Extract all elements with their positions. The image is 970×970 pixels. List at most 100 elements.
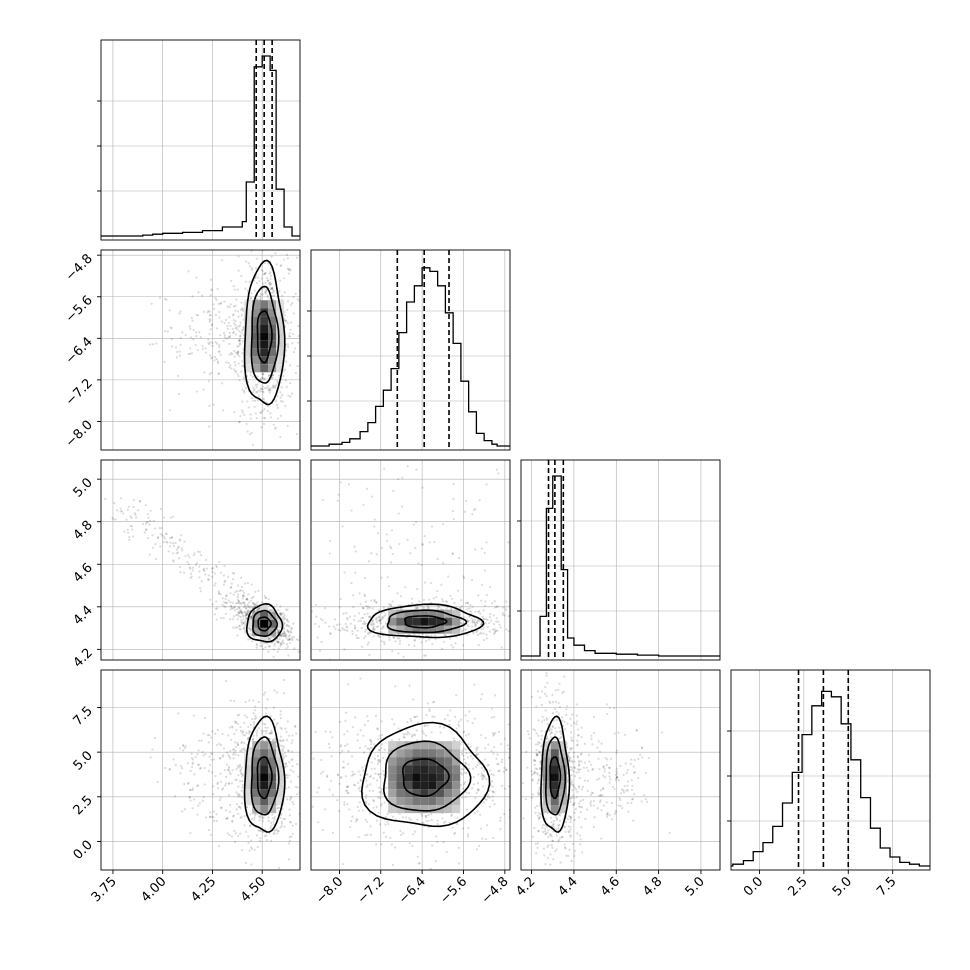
sample-point [272,385,275,388]
sample-point [234,304,237,307]
sample-point [193,798,196,801]
sample-point [237,375,240,378]
sample-point [289,630,292,633]
sample-point [375,819,379,822]
sample-point [466,833,469,836]
sample-point [490,780,494,783]
sample-point [379,797,382,800]
sample-point [209,319,212,322]
density-cell [268,765,277,774]
sample-point [275,603,278,606]
sample-point [421,730,424,733]
sample-point [329,779,332,783]
sample-point [223,580,226,583]
sample-point [283,277,286,280]
sample-point [231,572,234,575]
sample-point [477,752,480,756]
sample-point [435,595,438,599]
sample-point [320,758,323,762]
sample-point [370,761,373,764]
sample-point [326,774,329,777]
sample-point [256,845,259,849]
sample-point [227,782,231,785]
sample-point [483,569,487,572]
sample-point [375,618,378,621]
sample-point [282,627,285,630]
sample-point [221,787,225,790]
sample-point [473,618,477,621]
sample-point [253,816,256,819]
sample-point [261,817,264,820]
sample-point [181,749,184,752]
sample-point [624,762,627,765]
sample-point [464,748,467,751]
sample-point [454,831,457,835]
sample-point [347,683,350,686]
sample-point [276,630,280,633]
sample-point [235,728,238,732]
sample-point [507,723,510,726]
sample-point [343,733,346,736]
sample-point [249,627,252,631]
sample-point [486,764,489,767]
sample-point [491,628,495,631]
sample-point [257,394,260,397]
sample-point [448,637,452,640]
sample-point [453,832,456,835]
sample-point [210,288,213,291]
sample-point [406,731,409,734]
sample-point [240,772,243,776]
sample-point [273,829,276,832]
sample-point [376,616,379,619]
sample-point [284,404,287,408]
sample-point [233,720,236,723]
sample-point [253,818,256,821]
sample-point [266,279,269,282]
sample-point [291,765,294,768]
sample-point [414,546,417,550]
density-cell [268,348,277,357]
sample-point [339,776,342,780]
sample-point [201,799,204,803]
sample-point [259,294,263,297]
sample-point [481,774,485,777]
sample-point [270,731,273,735]
sample-point [352,783,355,787]
density-cell [260,789,269,798]
sample-point [212,816,215,819]
density-cell [436,765,445,774]
sample-point [256,399,259,402]
sample-point [422,821,425,824]
sample-point [469,603,472,607]
sample-point [255,716,258,719]
sample-point [329,632,332,635]
sample-point [191,295,194,298]
sample-point [376,625,380,628]
sample-point [219,772,222,775]
sample-point [267,388,270,391]
sample-point [288,641,292,645]
sample-point [396,592,399,595]
density-cell [444,797,453,806]
sample-point [270,288,273,291]
density-cell [452,765,461,774]
sample-point [288,625,291,628]
density-cell [244,332,253,341]
sample-point [210,771,213,774]
sample-point [630,758,633,761]
sample-point [492,623,496,626]
sample-point [203,716,207,720]
sample-point [270,609,273,612]
sample-point [462,754,465,757]
sample-point [151,748,154,751]
sample-point [328,539,332,542]
sample-point [250,267,254,270]
sample-point [379,737,382,740]
sample-point [292,350,296,354]
sample-point [369,631,372,634]
density-cell [268,356,277,365]
density-cell [404,789,413,798]
sample-point [285,253,289,256]
sample-point [476,763,479,766]
sample-point [381,756,385,759]
